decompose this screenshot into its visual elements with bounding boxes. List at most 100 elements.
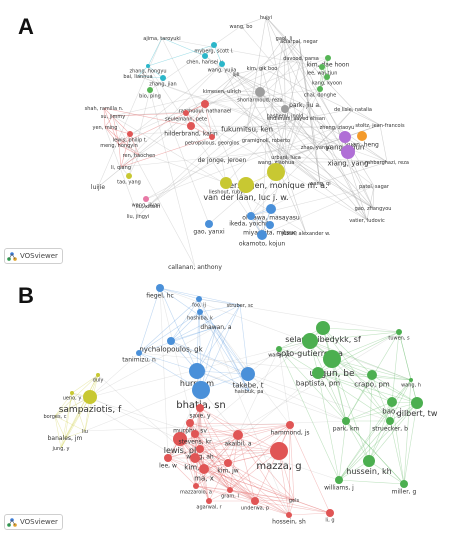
network-b-node[interactable]: gram, l <box>221 487 239 500</box>
network-b-node[interactable]: gilbert, tw <box>397 397 438 418</box>
network-b-node[interactable]: haisbuk, pa <box>235 389 264 395</box>
network-b-node[interactable]: underwa, p <box>241 497 269 512</box>
network-a-node[interactable]: yen, ming <box>93 125 118 131</box>
network-b-node[interactable]: sampaziotis, f <box>59 390 122 415</box>
network-a-node[interactable]: lieshout, ruby <box>209 177 243 196</box>
network-a-node[interactable]: bai, lianhua <box>123 74 152 80</box>
network-a-node[interactable]: van der laan, luc j. w. <box>203 177 289 202</box>
network-a-node[interactable]: wang, yujia <box>208 61 237 74</box>
network-b-node[interactable]: wang, ah <box>186 445 214 460</box>
network-a-node[interactable]: endierani, sayed ehsan <box>267 116 325 122</box>
network-a-node[interactable]: de lisle, natalia <box>334 107 372 113</box>
network-a-node[interactable]: lijli <box>233 72 240 78</box>
network-a-node[interactable]: zheng, ziaoyu <box>320 125 355 131</box>
network-a-node[interactable]: davood, parsa <box>283 56 319 62</box>
network-a-node[interactable]: meng, hongyin <box>100 143 138 149</box>
network-b-node[interactable]: bao, j <box>382 397 402 415</box>
network-a-node[interactable]: ren, haochen <box>123 153 156 159</box>
network-a-node[interactable]: wang, qi <box>309 181 330 187</box>
network-a-node[interactable]: xiang, yang <box>327 145 369 167</box>
network-a-node[interactable]: miyashita, mitsuo <box>243 221 297 236</box>
network-b-node[interactable]: borges, c <box>44 414 67 420</box>
network-b-node[interactable]: jung, y <box>51 446 69 452</box>
network-a-node[interactable]: li, qiang <box>111 165 131 171</box>
network-b-node[interactable]: stevens, kr <box>178 430 212 445</box>
network-b-node[interactable]: baptista, pm <box>296 367 340 387</box>
network-a-node[interactable]: urbani, luca <box>271 155 301 161</box>
network-b-node[interactable]: lee, w <box>159 454 177 469</box>
network-a-node[interactable]: yuan, heng <box>345 131 379 148</box>
network-a-node[interactable]: justin, alexander w. <box>281 231 331 237</box>
network-a-node[interactable]: ohkawa, masayasu <box>242 204 300 221</box>
network-a-node[interactable]: park, jiu a. <box>289 102 321 109</box>
network-b-node[interactable]: foo, ij <box>192 296 206 309</box>
network-a-node[interactable]: liu, xinxin <box>136 204 160 210</box>
vosviewer-badge-b[interactable]: VOSviewer <box>4 514 63 530</box>
network-b-node[interactable]: akaibil, a <box>224 430 252 447</box>
network-a-node[interactable]: kang, kyoon <box>312 74 342 87</box>
network-b-node[interactable]: hossein, sh <box>272 512 306 525</box>
network-b-node[interactable]: ma, x <box>194 464 214 482</box>
network-a-node[interactable]: gramignoli, roberto <box>242 138 290 144</box>
network-a-node[interactable]: liu, jingyi <box>127 214 150 220</box>
network-a-node[interactable]: zhao, yanyu <box>301 145 331 151</box>
network-a-node[interactable]: rahbarghazi, reza <box>365 160 409 166</box>
network-a-node[interactable]: patel, sagar <box>359 184 390 190</box>
network-a-node[interactable]: callanan, anthony <box>168 264 222 271</box>
network-a-node[interactable]: lewis, philip t. <box>113 131 148 144</box>
network-a-node[interactable]: verstegen, monique m. a. <box>224 163 328 190</box>
network-a-node[interactable]: shah, ramilla n. <box>85 106 124 112</box>
network-b-node[interactable]: kim, y <box>184 453 206 471</box>
network-a-node[interactable]: de jonge, jeroen <box>198 157 247 164</box>
network-a-node[interactable]: chai, donghe <box>304 86 336 99</box>
network-a-node[interactable]: aciarpal, negar <box>280 39 319 45</box>
network-a-node[interactable]: okamoto, kojun <box>239 230 285 247</box>
network-b-node[interactable]: liu <box>82 429 88 435</box>
network-a-node[interactable]: kim, dae hoon <box>307 55 350 68</box>
network-a-node[interactable]: zhang, jian <box>149 75 177 88</box>
network-b-node[interactable]: nychalopoulos, gk <box>139 337 204 353</box>
network-a-node[interactable]: wang, bo <box>230 24 253 30</box>
network-b-node[interactable]: mazza, g <box>256 442 302 472</box>
network-a-node[interactable]: chen, hansei y. <box>186 53 224 66</box>
network-a-node[interactable]: seulemann, pete <box>165 110 207 123</box>
network-a-node[interactable]: fukumitsu, ken <box>221 125 273 133</box>
network-a-node[interactable]: wang, jiyan <box>132 196 161 209</box>
network-a-node[interactable]: su, jimmy <box>101 114 125 120</box>
network-b-node[interactable]: park, km <box>333 417 360 432</box>
network-a-node[interactable]: hashemi, jnold <box>267 105 304 120</box>
network-a-node[interactable]: petropolous, georgios <box>185 134 240 147</box>
network-b-node[interactable]: hoshiba, k <box>187 309 213 322</box>
network-b-node[interactable]: lewis, pl <box>164 432 196 455</box>
network-b-node[interactable]: banales, jm <box>48 435 83 442</box>
network-a-node[interactable]: tao, yang <box>117 173 141 186</box>
network-b-node[interactable]: wang, yt <box>268 346 290 359</box>
network-a-node[interactable]: gao, zhangyou <box>355 206 392 212</box>
network-b-node[interactable]: struber, sc <box>227 303 254 309</box>
network-b-node[interactable]: struecker, b <box>372 417 408 432</box>
network-a-node[interactable]: ajima, taroyuki <box>143 36 180 42</box>
network-a-node[interactable]: hilderbrand, karin <box>164 122 218 137</box>
network-b-node[interactable]: fiegel, hc <box>146 284 174 299</box>
network-b-node[interactable]: murphy, sv <box>173 419 207 434</box>
network-b-node[interactable]: dhawan, a <box>200 324 231 331</box>
network-b-node[interactable]: gels <box>289 498 300 504</box>
network-b-canvas[interactable]: fiegel, hc foo, ij struber, sc hoshiba, k dh… <box>0 275 458 538</box>
network-b-node[interactable]: soto-gutierrez, a <box>277 333 343 358</box>
network-b-node[interactable]: uygun, be <box>309 350 355 379</box>
network-b-node[interactable]: ueno, y <box>63 391 82 402</box>
network-b-node[interactable]: tuwen, s <box>388 329 410 342</box>
network-b-node[interactable]: wang, h <box>401 378 421 389</box>
network-a-node[interactable]: kimesen, ulrich <box>203 89 241 95</box>
network-a-node[interactable]: stoltz, jean-francois <box>355 123 405 129</box>
network-b-node[interactable]: crapo, pm <box>354 370 390 388</box>
network-a-node[interactable]: bio, ping <box>139 87 161 100</box>
network-a-node[interactable]: wang, xiaohua <box>258 160 295 166</box>
network-b-node[interactable]: williams, j <box>324 476 354 491</box>
network-a-node[interactable]: gaol, li <box>276 36 293 42</box>
network-b-node[interactable]: li, g <box>325 509 335 524</box>
network-b-node[interactable]: hammond, js <box>270 421 310 436</box>
network-b-node[interactable]: kim, jw <box>217 459 239 474</box>
network-b-node[interactable]: miller, g <box>392 480 417 495</box>
